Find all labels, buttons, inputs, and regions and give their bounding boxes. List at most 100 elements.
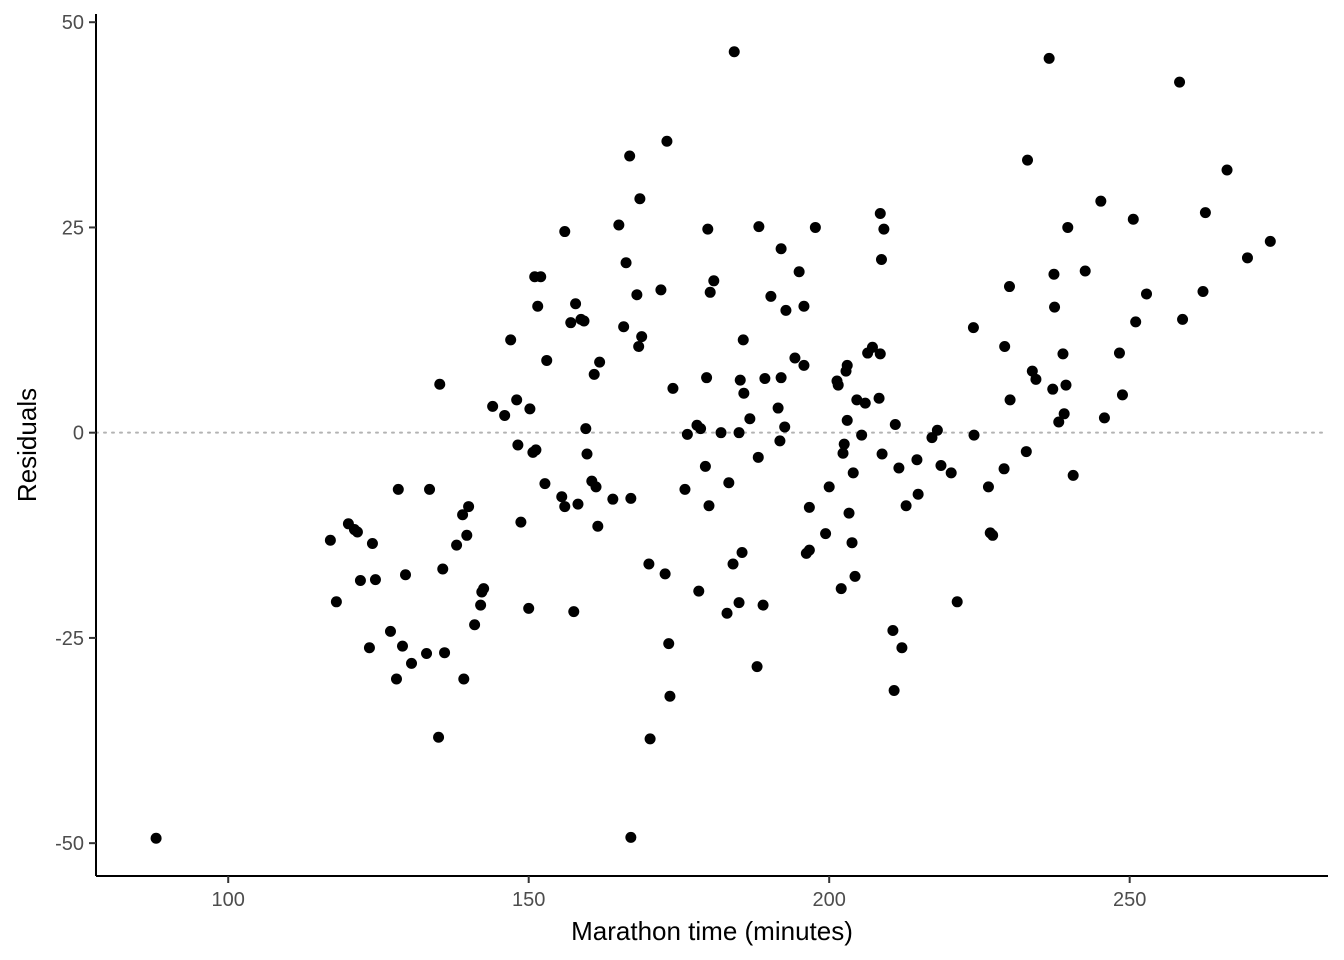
data-point xyxy=(693,585,705,597)
data-point xyxy=(859,397,871,409)
data-point xyxy=(1053,416,1065,428)
data-point xyxy=(667,382,679,394)
data-point xyxy=(594,356,606,368)
data-point xyxy=(736,547,748,559)
data-point xyxy=(1026,365,1038,377)
data-point xyxy=(1030,373,1042,385)
data-point xyxy=(967,322,979,334)
data-point xyxy=(469,619,481,631)
data-point xyxy=(1197,285,1209,297)
y-axis-ticks: -50 -25 0 25 50 xyxy=(55,12,96,855)
data-point xyxy=(369,574,381,586)
data-point xyxy=(1022,154,1034,166)
data-point xyxy=(631,289,643,301)
data-point xyxy=(847,467,859,479)
data-point xyxy=(330,596,342,608)
data-point xyxy=(752,451,764,463)
data-point xyxy=(565,317,577,329)
x-tick-label: 150 xyxy=(512,889,545,911)
data-point xyxy=(835,583,847,595)
data-point xyxy=(900,500,912,512)
data-point xyxy=(772,402,784,414)
data-point xyxy=(618,321,630,333)
data-point xyxy=(774,435,786,447)
data-point xyxy=(849,570,861,582)
data-point xyxy=(578,315,590,327)
data-point xyxy=(363,642,375,654)
data-point xyxy=(757,599,769,611)
data-point xyxy=(701,372,713,384)
data-point xyxy=(1116,389,1128,401)
y-tick-label: 50 xyxy=(62,12,84,34)
data-point xyxy=(999,340,1011,352)
data-point xyxy=(841,414,853,426)
data-point xyxy=(512,439,524,451)
data-point xyxy=(643,558,655,570)
data-point xyxy=(841,359,853,371)
data-point xyxy=(625,492,637,504)
data-point xyxy=(559,501,571,513)
data-point xyxy=(780,304,792,316)
data-point xyxy=(523,602,535,614)
data-point xyxy=(390,673,402,685)
data-point xyxy=(1043,52,1055,64)
data-point xyxy=(837,447,849,459)
data-point xyxy=(581,448,593,460)
data-point xyxy=(820,528,832,540)
data-point xyxy=(738,387,750,399)
data-point xyxy=(695,423,707,435)
data-point xyxy=(324,534,336,546)
data-point xyxy=(434,378,446,390)
data-point xyxy=(951,596,963,608)
data-point xyxy=(744,413,756,425)
data-point xyxy=(775,372,787,384)
data-point xyxy=(681,428,693,440)
data-point xyxy=(625,831,637,843)
data-point xyxy=(530,444,542,456)
data-point xyxy=(775,243,787,255)
data-point xyxy=(998,463,1010,475)
data-point xyxy=(715,427,727,439)
data-point xyxy=(1141,288,1153,300)
data-point xyxy=(888,684,900,696)
data-point xyxy=(733,427,745,439)
data-point xyxy=(406,657,418,669)
data-point xyxy=(878,223,890,235)
data-point xyxy=(1047,383,1059,395)
data-point xyxy=(559,226,571,238)
data-point xyxy=(823,481,835,493)
data-point xyxy=(1095,195,1107,207)
data-point xyxy=(779,421,791,433)
data-point xyxy=(505,334,517,346)
data-point xyxy=(644,733,656,745)
data-point xyxy=(1177,313,1189,325)
data-point xyxy=(457,509,469,521)
data-point xyxy=(1004,394,1016,406)
data-point xyxy=(935,460,947,472)
data-point xyxy=(889,418,901,430)
data-point xyxy=(620,257,632,269)
data-point xyxy=(838,438,850,450)
data-point xyxy=(803,501,815,513)
data-point xyxy=(912,488,924,500)
data-point xyxy=(699,460,711,472)
data-point xyxy=(809,221,821,233)
data-point xyxy=(708,275,720,287)
data-point xyxy=(1003,281,1015,293)
data-point xyxy=(1067,469,1079,481)
data-point xyxy=(458,673,470,685)
data-point xyxy=(728,46,740,58)
data-point xyxy=(511,394,523,406)
data-point xyxy=(733,597,745,609)
data-point xyxy=(568,606,580,618)
data-point xyxy=(679,483,691,495)
data-point xyxy=(911,454,923,466)
data-point xyxy=(400,569,412,581)
y-tick-label: 25 xyxy=(62,217,84,239)
data-point xyxy=(661,135,673,147)
data-point xyxy=(487,400,499,412)
data-point xyxy=(433,731,445,743)
data-point xyxy=(463,501,475,513)
data-point xyxy=(866,341,878,353)
data-point xyxy=(846,537,858,549)
